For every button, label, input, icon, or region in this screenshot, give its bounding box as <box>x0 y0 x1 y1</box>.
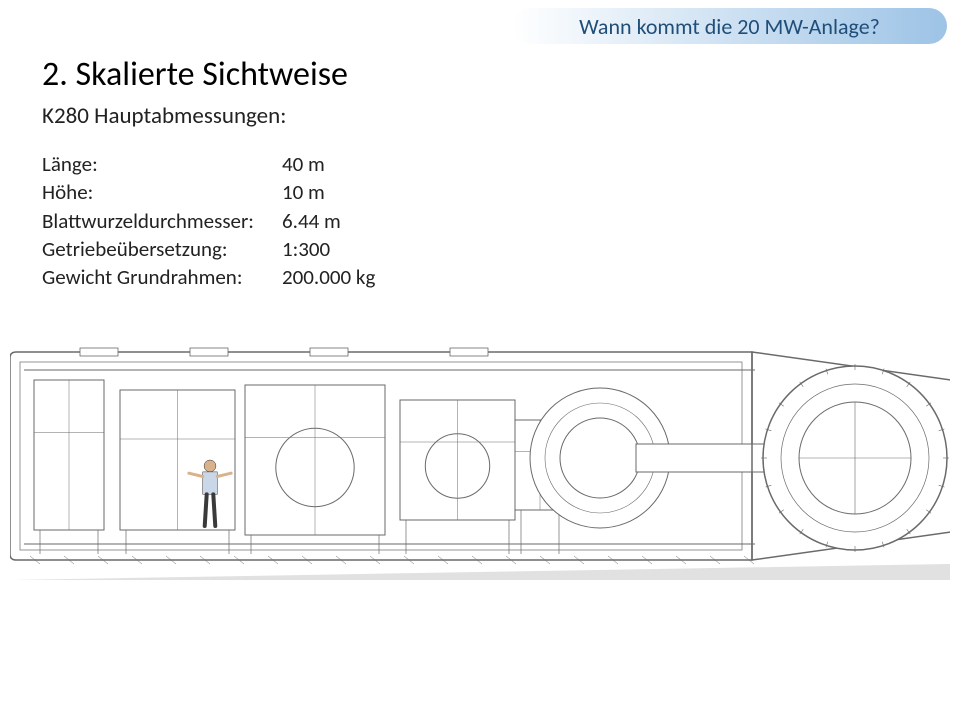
specs-label: Getriebeübersetzung: <box>42 235 282 263</box>
specs-row: Länge:40 m <box>42 150 375 178</box>
specs-row: Höhe:10 m <box>42 178 375 206</box>
specs-value: 40 m <box>282 150 325 178</box>
nacelle-diagram <box>10 330 950 585</box>
specs-row: Gewicht Grundrahmen:200.000 kg <box>42 263 375 291</box>
specs-value: 10 m <box>282 178 325 206</box>
slide-title: 2. Skalierte Sichtweise <box>42 54 348 95</box>
header-text: Wann kommt die 20 MW-Anlage? <box>579 13 880 40</box>
slide-page: Wann kommt die 20 MW-Anlage? 2. Skaliert… <box>0 0 959 706</box>
specs-value: 200.000 kg <box>282 263 375 291</box>
slide-subtitle: K280 Hauptabmessungen: <box>42 102 286 130</box>
specs-label: Höhe: <box>42 178 282 206</box>
specs-label: Länge: <box>42 150 282 178</box>
header-bar: Wann kommt die 20 MW-Anlage? <box>512 8 947 44</box>
specs-value: 6.44 m <box>282 207 341 235</box>
specs-label: Gewicht Grundrahmen: <box>42 263 282 291</box>
specs-label: Blattwurzeldurchmesser: <box>42 207 282 235</box>
specs-row: Blattwurzeldurchmesser:6.44 m <box>42 207 375 235</box>
specs-table: Länge:40 mHöhe:10 mBlattwurzeldurchmesse… <box>42 150 375 292</box>
specs-value: 1:300 <box>282 235 330 263</box>
specs-row: Getriebeübersetzung:1:300 <box>42 235 375 263</box>
